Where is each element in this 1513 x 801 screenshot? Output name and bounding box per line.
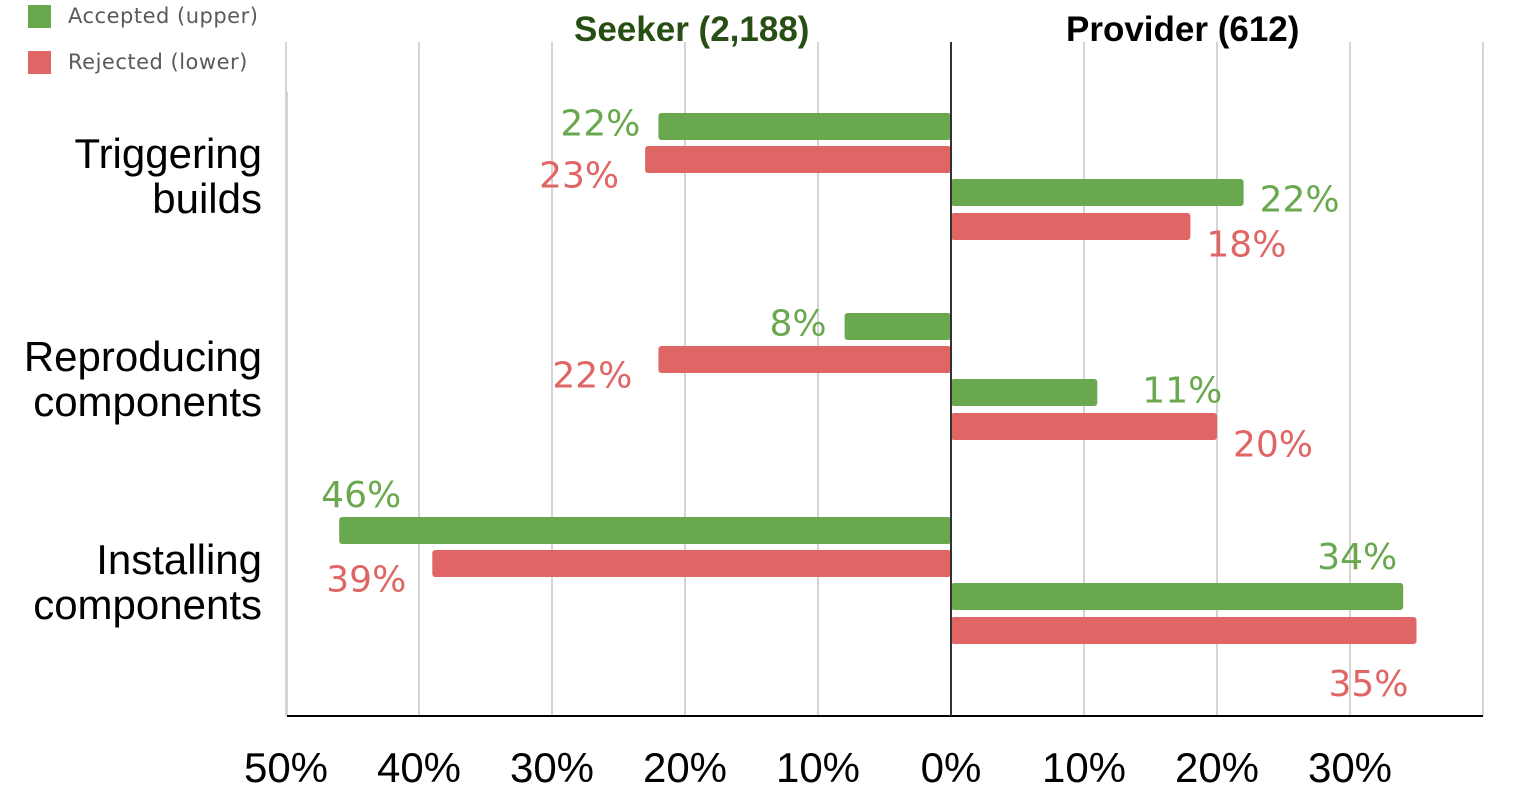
value-label-pr-installing-components: 35% [1329, 664, 1409, 705]
bar-pr-installing-components [951, 617, 1417, 644]
legend-swatch-accepted [28, 4, 51, 28]
seeker-panel-title: Seeker (2,188) [574, 10, 810, 49]
bar-pa-installing-components [951, 583, 1404, 610]
value-label-pa-installing-components: 34% [1317, 537, 1397, 578]
bar-pr-triggering-builds [951, 213, 1191, 240]
bar-pr-reproducing-components [951, 413, 1217, 440]
x-tick-label: 0% [921, 744, 982, 791]
x-tick-label: 30% [510, 744, 594, 791]
legend-label-accepted: Accepted (upper) [68, 4, 259, 28]
x-tick-label: 10% [1042, 744, 1126, 791]
provider-panel-title: Provider (612) [1066, 10, 1300, 49]
legend-item-rejected: Rejected (lower) [28, 50, 248, 74]
x-tick-label: 10% [776, 744, 860, 791]
value-label-pr-reproducing-components: 20% [1233, 425, 1313, 466]
legend-label-rejected: Rejected (lower) [68, 50, 248, 74]
bar-pa-reproducing-components [951, 379, 1098, 406]
bar-pa-triggering-builds [951, 179, 1244, 206]
value-label-pr-triggering-builds: 18% [1206, 225, 1286, 266]
category-label-installing-components: Installing components [33, 537, 262, 627]
category-label-line: Reproducing [23, 333, 262, 380]
value-label-sa-installing-components: 46% [321, 475, 401, 516]
legend-swatch-rejected [28, 50, 51, 74]
bar-sa-triggering-builds [658, 113, 951, 140]
bar-sr-reproducing-components [658, 346, 951, 373]
category-label-line: Triggering [74, 130, 262, 177]
category-label-line: components [33, 581, 262, 628]
bar-sa-reproducing-components [844, 313, 951, 340]
value-label-pa-reproducing-components: 11% [1142, 371, 1222, 412]
x-tick-label: 50% [244, 744, 328, 791]
x-tick-label: 20% [643, 744, 727, 791]
category-label-line: Installing [96, 536, 262, 583]
value-label-sr-triggering-builds: 23% [539, 156, 619, 197]
category-label-reproducing-components: Reproducing components [24, 334, 262, 424]
x-tick-label: 30% [1308, 744, 1392, 791]
value-label-sr-installing-components: 39% [326, 560, 406, 601]
x-tick-label: 20% [1175, 744, 1259, 791]
value-label-sr-reproducing-components: 22% [552, 356, 632, 397]
category-label-line: builds [152, 175, 262, 222]
value-label-sa-reproducing-components: 8% [769, 304, 826, 345]
x-tick-label: 40% [377, 744, 461, 791]
category-label-line: components [33, 378, 262, 425]
bar-sr-triggering-builds [645, 146, 951, 173]
value-label-sa-triggering-builds: 22% [560, 104, 640, 145]
legend-item-accepted: Accepted (upper) [28, 4, 258, 28]
bar-sa-installing-components [339, 517, 951, 544]
category-label-triggering-builds: Triggering builds [74, 131, 262, 221]
bar-sr-installing-components [432, 550, 951, 577]
value-label-pa-triggering-builds: 22% [1260, 180, 1340, 221]
